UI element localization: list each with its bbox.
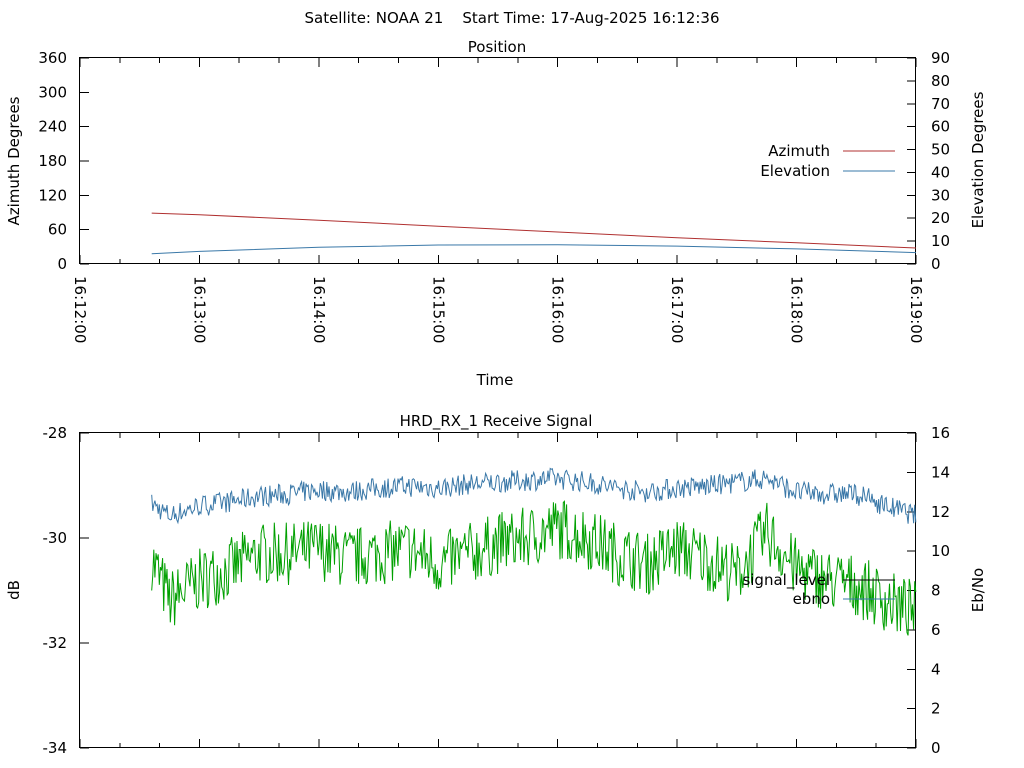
receive-signal-legend-ebno-label: ebno [793,590,830,608]
position-y2-tick-label: 60 [931,118,950,136]
position-y2-tick-label: 70 [931,95,950,113]
receive-signal-y2-axis-label: Eb/No [969,568,987,612]
position-y-tick-label: 0 [57,255,67,273]
receive-signal-series-ebno-line [151,467,917,525]
position-x-tick-label: 16:19:00 [907,276,925,343]
receive-signal-y2-tick-label: 4 [931,660,941,678]
receive-signal-y2-tick-label: 14 [931,463,950,481]
position-y-axis-label: Azimuth Degrees [5,96,23,225]
position-y2-tick-label: 10 [931,232,950,250]
position-y2-tick-label: 90 [931,49,950,67]
position-chart: Position 16:12:00 16:13:00 16:14:00 16:15:0… [5,38,987,389]
position-y-tick-label: 180 [38,152,67,170]
position-y2-tick-label: 30 [931,186,950,204]
position-x-tick-label: 16:12:00 [71,276,89,343]
position-y2-tick-label: 20 [931,209,950,227]
position-y-tick-label: 240 [38,118,67,136]
position-series-azimuth-line [151,212,917,249]
receive-signal-y2-tick-label: 6 [931,621,941,639]
position-x-tick-label: 16:17:00 [668,276,686,343]
receive-signal-y2-tick-label: 0 [931,739,941,757]
position-y-tick-label: 120 [38,186,67,204]
position-x-tick-label: 16:16:00 [549,276,567,343]
position-x-tick-label: 16:15:00 [429,276,447,343]
position-y2-tick-label: 40 [931,163,950,181]
receive-signal-y2-tick-label: 16 [931,424,950,442]
position-y-tick-label: 300 [38,83,67,101]
receive-signal-y-tick-label: -32 [43,634,68,652]
position-x-tick-label: 16:13:00 [190,276,208,343]
position-y2-tick-label: 0 [931,255,941,273]
position-legend-azimuth-label: Azimuth [768,142,830,160]
receive-signal-y-tick-label: -28 [43,424,68,442]
receive-signal-y2-tick-label: 2 [931,700,941,718]
receive-signal-chart: HRD_RX_1 Receive Signal -28 -30 -32 -34 0 2 4… [5,412,987,757]
receive-signal-legend-signal-level-label: signal_level [742,571,830,590]
receive-signal-series-signal-level-line [151,500,917,636]
receive-signal-y-tick-label: -30 [43,529,68,547]
position-legend-elevation-label: Elevation [760,162,830,180]
position-x-tick-label: 16:14:00 [310,276,328,343]
position-y2-axis-label: Elevation Degrees [969,91,987,228]
position-x-axis-label: Time [476,371,514,389]
receive-signal-chart-title: HRD_RX_1 Receive Signal [400,412,593,431]
position-chart-title: Position [468,38,526,56]
position-y2-tick-label: 80 [931,72,950,90]
receive-signal-y-tick-label: -34 [43,739,68,757]
receive-signal-y2-tick-label: 8 [931,582,941,600]
position-y-tick-label: 360 [38,49,67,67]
position-y2-tick-label: 50 [931,141,950,159]
receive-signal-y-axis-label: dB [5,580,23,600]
position-plot-frame [79,57,916,264]
position-series-elevation-line [151,244,917,255]
receive-signal-plot-frame [79,432,916,748]
receive-signal-y2-tick-label: 10 [931,542,950,560]
figure-title: Satellite: NOAA 21 Start Time: 17-Aug-20… [304,9,719,27]
position-x-tick-label: 16:18:00 [788,276,806,343]
position-y-tick-label: 60 [48,221,67,239]
receive-signal-y2-tick-label: 12 [931,503,950,521]
